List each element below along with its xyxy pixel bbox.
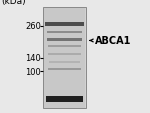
Bar — [47, 31, 82, 34]
Text: 260: 260 — [25, 22, 41, 31]
Bar — [43, 8, 86, 108]
Bar — [44, 9, 85, 108]
Bar — [48, 69, 81, 71]
Bar — [49, 61, 80, 63]
Text: (kDa): (kDa) — [2, 0, 26, 6]
Text: 140: 140 — [26, 54, 41, 63]
Bar — [48, 54, 81, 56]
Bar — [47, 39, 82, 41]
Text: ABCA1: ABCA1 — [95, 36, 132, 46]
Bar — [46, 96, 83, 102]
Bar — [45, 22, 84, 27]
Text: 100: 100 — [26, 67, 41, 76]
Bar — [48, 46, 81, 48]
